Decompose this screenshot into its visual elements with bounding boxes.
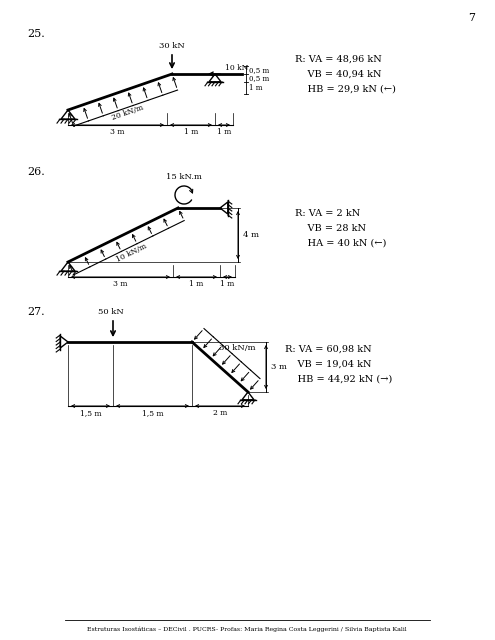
Text: 1 m: 1 m [249,84,262,92]
Text: 26.: 26. [27,167,45,177]
Text: 1 m: 1 m [217,128,231,136]
Text: 10 kN: 10 kN [225,64,248,72]
Text: Estruturas Isostáticas – DECivil . PUCRS- Profas: Maria Regina Costa Leggerini /: Estruturas Isostáticas – DECivil . PUCRS… [87,626,407,632]
Text: 10 kN/m: 10 kN/m [115,242,148,264]
Text: 25.: 25. [27,29,45,39]
Text: 1 m: 1 m [220,280,235,288]
Text: R: VA = 60,98 kN
    VB = 19,04 kN
    HB = 44,92 kN (→): R: VA = 60,98 kN VB = 19,04 kN HB = 44,9… [285,345,392,383]
Text: R: VA = 48,96 kN
    VB = 40,94 kN
    HB = 29,9 kN (←): R: VA = 48,96 kN VB = 40,94 kN HB = 29,9… [295,55,396,93]
Text: 50 kN: 50 kN [98,308,124,316]
Text: 20 kN/m: 20 kN/m [110,104,144,122]
Text: 1,5 m: 1,5 m [142,409,163,417]
Text: 1 m: 1 m [189,280,203,288]
Text: 3 m: 3 m [271,363,287,371]
Text: R: VA = 2 kN
    VB = 28 kN
    HA = 40 kN (←): R: VA = 2 kN VB = 28 kN HA = 40 kN (←) [295,209,387,247]
Text: 3 m: 3 m [110,128,125,136]
Text: 2 m: 2 m [213,409,227,417]
Text: 30 kN: 30 kN [159,42,185,50]
Text: 7: 7 [468,13,476,23]
Text: 30 kN/m: 30 kN/m [219,344,255,351]
Text: 27.: 27. [27,307,45,317]
Text: 0,5 m: 0,5 m [249,66,269,74]
Text: 1,5 m: 1,5 m [80,409,101,417]
Text: 4 m: 4 m [243,231,259,239]
Text: 15 kN.m: 15 kN.m [166,173,202,181]
Text: 1 m: 1 m [184,128,198,136]
Text: 3 m: 3 m [113,280,128,288]
Text: 0,5 m: 0,5 m [249,74,269,82]
